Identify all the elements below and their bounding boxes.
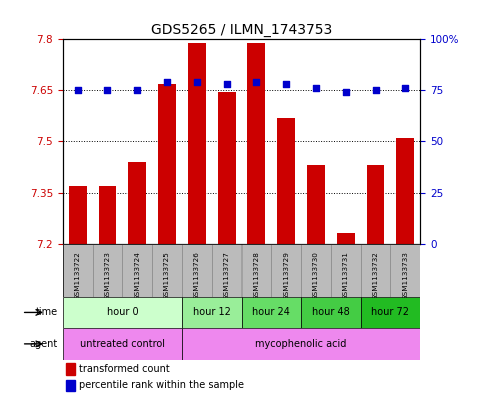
Bar xyxy=(307,165,325,244)
Text: percentile rank within the sample: percentile rank within the sample xyxy=(79,380,244,390)
Text: GSM1133722: GSM1133722 xyxy=(75,252,81,301)
Text: GSM1133727: GSM1133727 xyxy=(224,252,229,301)
Text: GSM1133728: GSM1133728 xyxy=(254,252,259,301)
Text: GSM1133729: GSM1133729 xyxy=(283,252,289,301)
Bar xyxy=(66,380,75,391)
Bar xyxy=(122,244,152,297)
Point xyxy=(372,87,380,94)
Bar xyxy=(66,363,75,375)
Text: GSM1133733: GSM1133733 xyxy=(402,252,408,301)
Bar xyxy=(301,244,331,297)
Bar xyxy=(99,186,116,244)
Bar xyxy=(271,244,301,297)
Text: untreated control: untreated control xyxy=(80,339,165,349)
Text: GSM1133726: GSM1133726 xyxy=(194,252,200,301)
Bar xyxy=(390,244,420,297)
Text: hour 48: hour 48 xyxy=(312,307,350,318)
Bar xyxy=(361,297,420,328)
Bar xyxy=(93,244,122,297)
Point xyxy=(342,89,350,95)
Text: hour 72: hour 72 xyxy=(371,307,410,318)
Bar xyxy=(218,92,236,244)
Point xyxy=(163,79,171,85)
Bar xyxy=(301,297,361,328)
Bar xyxy=(331,244,361,297)
Point xyxy=(312,85,320,92)
Point xyxy=(133,87,141,94)
Bar xyxy=(397,138,414,244)
Point xyxy=(282,81,290,87)
Bar xyxy=(277,118,295,244)
Text: GSM1133730: GSM1133730 xyxy=(313,252,319,301)
Bar xyxy=(158,84,176,244)
Bar xyxy=(182,297,242,328)
Text: agent: agent xyxy=(30,339,58,349)
Text: hour 12: hour 12 xyxy=(193,307,231,318)
Bar xyxy=(182,244,212,297)
Text: GSM1133731: GSM1133731 xyxy=(343,252,349,301)
Text: GSM1133725: GSM1133725 xyxy=(164,252,170,301)
Text: time: time xyxy=(36,307,58,318)
Text: GSM1133732: GSM1133732 xyxy=(372,252,379,301)
Text: hour 24: hour 24 xyxy=(252,307,290,318)
Point xyxy=(193,79,201,85)
Bar xyxy=(128,162,146,244)
Bar xyxy=(69,186,86,244)
Bar xyxy=(247,43,265,244)
Text: mycophenolic acid: mycophenolic acid xyxy=(256,339,347,349)
Text: transformed count: transformed count xyxy=(79,364,170,374)
Title: GDS5265 / ILMN_1743753: GDS5265 / ILMN_1743753 xyxy=(151,23,332,37)
Bar xyxy=(152,244,182,297)
Point xyxy=(253,79,260,85)
Point xyxy=(74,87,82,94)
Bar xyxy=(63,328,182,360)
Bar xyxy=(242,297,301,328)
Bar xyxy=(361,244,390,297)
Bar xyxy=(242,244,271,297)
Bar xyxy=(63,297,182,328)
Point xyxy=(104,87,112,94)
Bar xyxy=(188,43,206,244)
Text: GSM1133723: GSM1133723 xyxy=(104,252,111,301)
Text: hour 0: hour 0 xyxy=(107,307,138,318)
Point xyxy=(401,85,409,92)
Bar xyxy=(212,244,242,297)
Bar xyxy=(367,165,384,244)
Bar xyxy=(337,233,355,244)
Bar xyxy=(63,244,93,297)
Text: GSM1133724: GSM1133724 xyxy=(134,252,140,301)
Bar xyxy=(182,328,420,360)
Point xyxy=(223,81,230,87)
